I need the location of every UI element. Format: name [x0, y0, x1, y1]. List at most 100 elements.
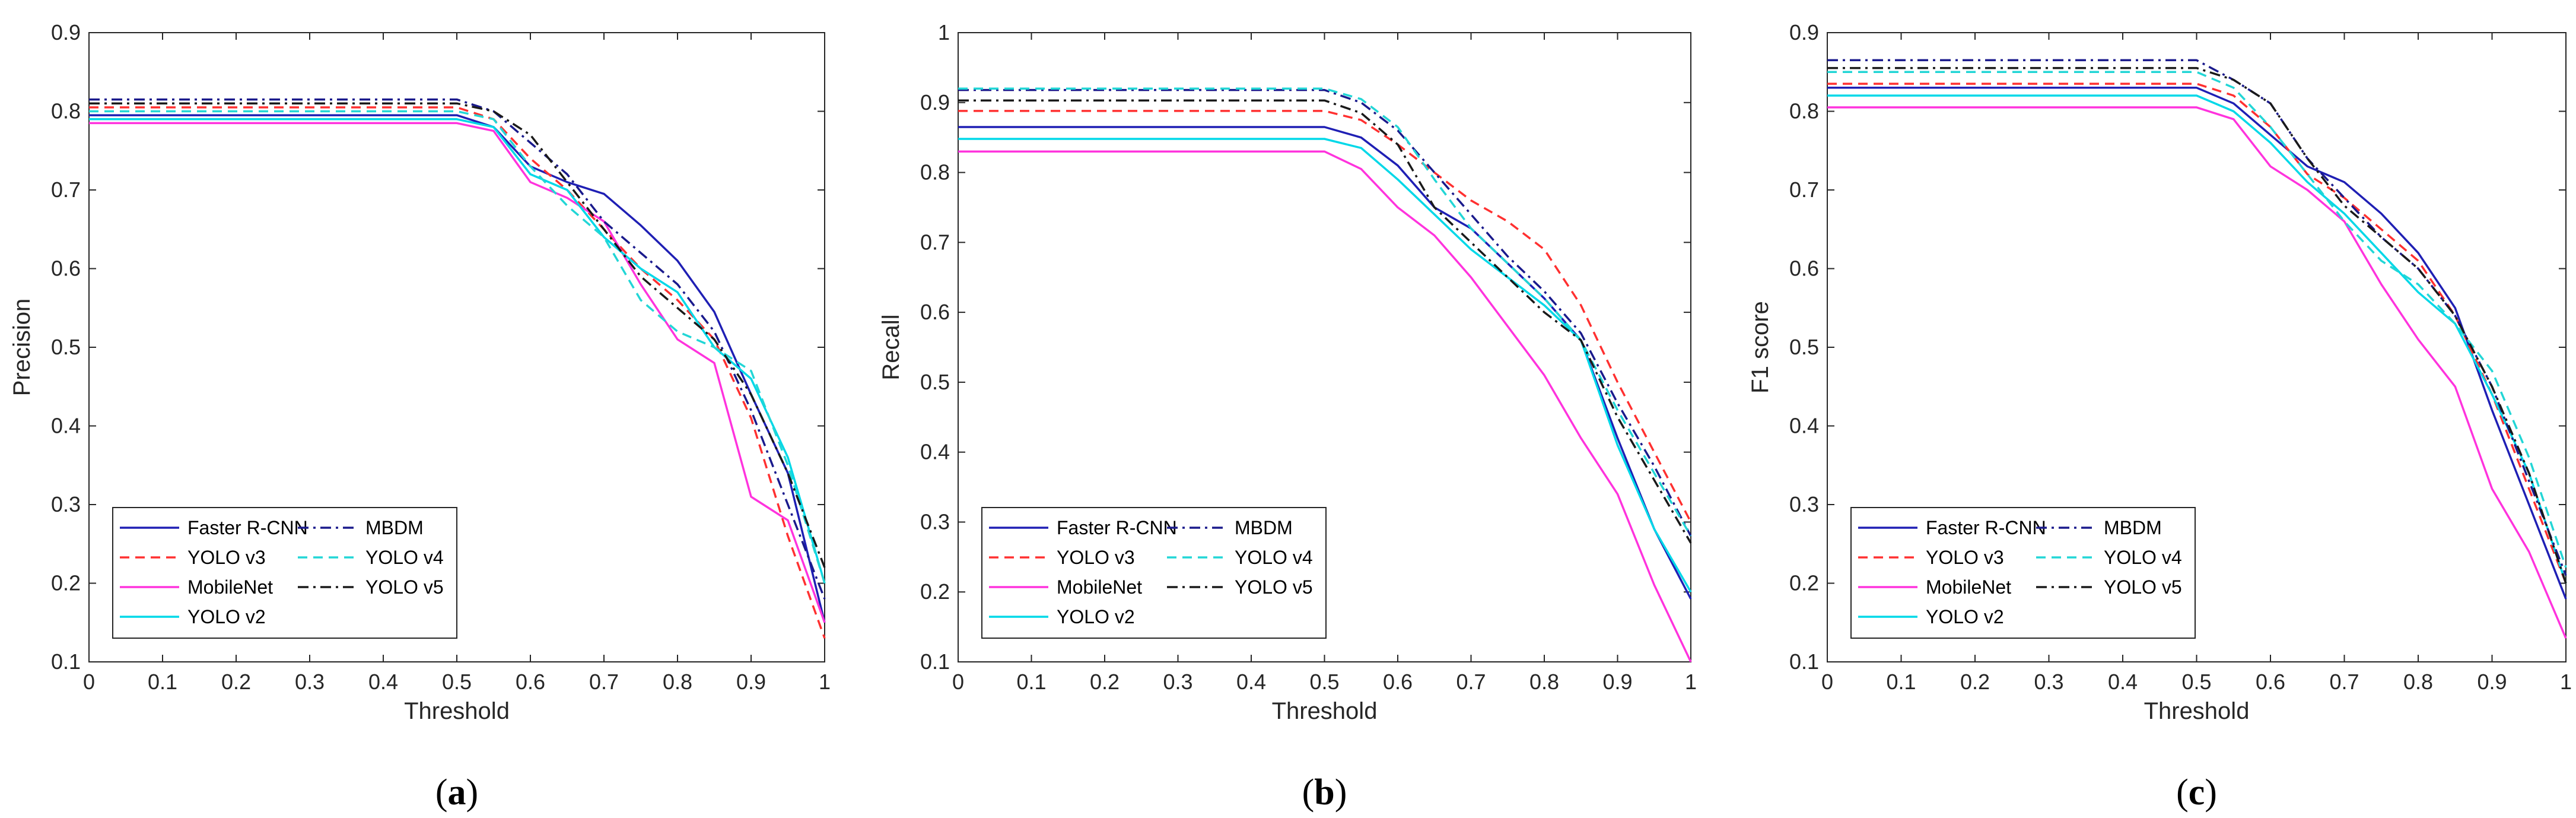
- legend-item: MBDM: [2036, 517, 2162, 538]
- y-tick-label: 0.8: [51, 99, 81, 123]
- x-tick-label: 0.2: [221, 670, 251, 694]
- x-tick-label: 1: [1685, 670, 1697, 694]
- x-tick-label: 0.7: [1456, 670, 1486, 694]
- x-tick-label: 0.3: [2034, 670, 2063, 694]
- legend-label: MobileNet: [187, 576, 273, 598]
- series-yolo-v4: [1827, 71, 2567, 568]
- caption-letter: b: [1314, 772, 1334, 813]
- panel-caption: (c): [2176, 772, 2217, 813]
- legend-label: YOLO v4: [2104, 547, 2182, 568]
- caption-close: ): [2205, 772, 2217, 813]
- series-line: [1827, 83, 2567, 584]
- series-mobilenet: [958, 150, 1692, 662]
- x-tick-label: 1: [2560, 670, 2572, 694]
- series-line: [89, 110, 826, 584]
- series-mbdm: [958, 88, 1692, 537]
- series-yolo-v5: [1827, 66, 2567, 584]
- y-axis-label: Recall: [878, 314, 904, 380]
- y-tick-label: 0.3: [1789, 492, 1819, 516]
- series-line: [958, 138, 1692, 593]
- series-line: [89, 114, 826, 623]
- x-tick-label: 0: [83, 670, 95, 694]
- y-tick-label: 0.5: [920, 370, 950, 394]
- x-tick-label: 0.9: [1602, 670, 1632, 694]
- y-tick-label: 0.9: [920, 90, 950, 115]
- legend-item: YOLO v4: [298, 547, 444, 568]
- y-tick-label: 0.1: [920, 649, 950, 674]
- series-mobilenet: [89, 122, 826, 623]
- y-tick-label: 0.4: [51, 414, 81, 438]
- legend-item: YOLO v5: [298, 576, 444, 598]
- legend-item: YOLO v5: [2036, 576, 2182, 598]
- x-tick-label: 0.7: [589, 670, 619, 694]
- legend-item: YOLO v2: [120, 606, 266, 627]
- legend-label: Faster R-CNN: [1057, 517, 1177, 538]
- x-tick-label: 0.6: [516, 670, 545, 694]
- x-tick-label: 0.6: [2256, 670, 2285, 694]
- legend-label: MBDM: [1235, 517, 1293, 538]
- x-tick-label: 0: [952, 670, 964, 694]
- chart-panel-b: 0 0.1 0.2 0.3 0.4 0.5 0.6 0.7 0.8 0.9 10.10.20.30.…: [878, 20, 1697, 813]
- legend-item: YOLO v2: [1858, 606, 2004, 627]
- legend-label: Faster R-CNN: [187, 517, 308, 538]
- legend: Faster R-CNN YOLO v3 MobileNet YOLO v2 MBDM Y…: [112, 507, 457, 639]
- x-axis-label: Threshold: [404, 698, 510, 724]
- caption-open: (: [435, 772, 448, 813]
- legend-item: MobileNet: [989, 576, 1142, 598]
- legend-item: MobileNet: [120, 576, 273, 598]
- x-tick-label: 0.4: [2108, 670, 2138, 694]
- legend-label: YOLO v4: [1235, 547, 1313, 568]
- x-tick-label: 0: [1821, 670, 1833, 694]
- x-tick-label: 0.4: [368, 670, 398, 694]
- x-tick-label: 0.5: [442, 670, 472, 694]
- series-line: [958, 88, 1692, 537]
- legend-label: MobileNet: [1057, 576, 1142, 598]
- legend-item: MobileNet: [1858, 576, 2011, 598]
- legend-label: MobileNet: [1926, 576, 2011, 598]
- series-line: [1827, 59, 2567, 576]
- chart-panel-c: 0 0.1 0.2 0.3 0.4 0.5 0.6 0.7 0.8 0.9 10.10.20.30.…: [1747, 20, 2572, 813]
- legend-item: YOLO v4: [1167, 547, 1313, 568]
- legend-label: YOLO v5: [1235, 576, 1313, 598]
- y-tick-label: 0.7: [1789, 177, 1819, 202]
- x-tick-label: 0.9: [736, 670, 766, 694]
- chart-panel-a: 0 0.1 0.2 0.3 0.4 0.5 0.6 0.7 0.8 0.9 10.10.20.30.…: [9, 20, 831, 813]
- y-tick-label: 0.3: [51, 492, 81, 516]
- x-tick-label: 0.3: [295, 670, 325, 694]
- x-tick-label: 0.2: [1090, 670, 1120, 694]
- caption-open: (: [1302, 772, 1315, 813]
- legend-label: YOLO v3: [1057, 547, 1135, 568]
- legend-item: MBDM: [1167, 517, 1293, 538]
- series-yolo-v2: [958, 138, 1692, 593]
- legend: Faster R-CNN YOLO v3 MobileNet YOLO v2 MBDM Y…: [1850, 507, 2196, 639]
- legend-label: YOLO v5: [2104, 576, 2182, 598]
- series-faster-r-cnn: [89, 114, 826, 623]
- legend-label: YOLO v2: [187, 606, 266, 627]
- y-tick-label: 0.1: [51, 649, 81, 674]
- series-line: [1827, 87, 2567, 600]
- y-tick-label: 0.3: [920, 509, 950, 534]
- legend-item: YOLO v3: [1858, 547, 2004, 568]
- caption-close: ): [466, 772, 479, 813]
- legend-item: YOLO v3: [989, 547, 1135, 568]
- series-faster-r-cnn: [1827, 87, 2567, 600]
- y-tick-label: 0.4: [920, 440, 950, 464]
- y-axis-label: F1 score: [1747, 301, 1773, 394]
- x-tick-label: 0.9: [2477, 670, 2507, 694]
- y-tick-label: 0.7: [51, 177, 81, 202]
- series-yolo-v5: [89, 102, 826, 568]
- x-tick-label: 0.8: [2403, 670, 2433, 694]
- legend-label: YOLO v2: [1926, 606, 2004, 627]
- series-mobilenet: [1827, 106, 2567, 639]
- x-tick-label: 0.3: [1163, 670, 1192, 694]
- panel-caption: (a): [435, 772, 478, 813]
- x-axis-label: Threshold: [2144, 698, 2250, 724]
- y-tick-label: 0.7: [920, 230, 950, 254]
- y-tick-label: 0.6: [51, 256, 81, 281]
- y-tick-label: 0.9: [1789, 20, 1819, 45]
- panel-caption: (b): [1302, 772, 1347, 813]
- x-tick-label: 0.2: [1960, 670, 1990, 694]
- x-tick-label: 0.1: [1886, 670, 1916, 694]
- series-line: [89, 102, 826, 568]
- y-tick-label: 0.9: [51, 20, 81, 45]
